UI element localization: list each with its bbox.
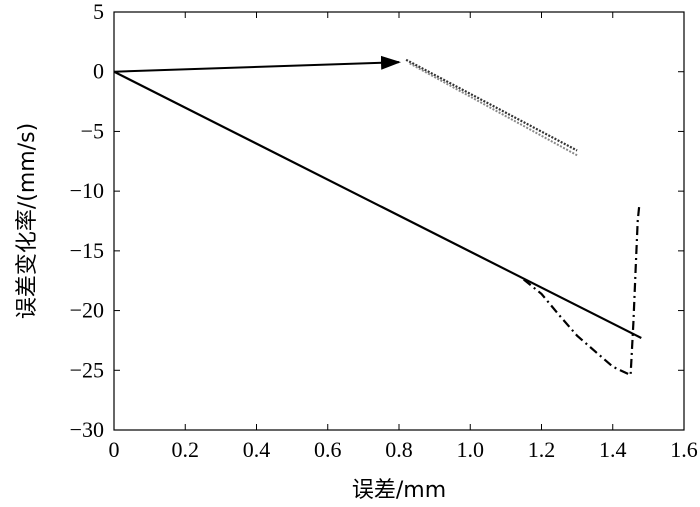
y-axis-title: 误差变化率/(mm/s) (15, 123, 40, 319)
y-tick-label: 5 (93, 0, 104, 24)
x-tick-label: 1.6 (670, 437, 698, 462)
series-dotted-light (409, 62, 578, 157)
plot-area (113, 11, 685, 431)
x-axis-title: 误差/mm (352, 478, 446, 503)
y-axis-ticks: 5 0 −5 −10 −15 −20 −25 −30 (70, 0, 684, 442)
y-tick-label: −25 (70, 357, 104, 382)
x-tick-label: 1.0 (457, 437, 485, 462)
series-solid (113, 70, 642, 339)
arrow-annotation (113, 55, 401, 73)
x-tick-label: 0.6 (314, 437, 342, 462)
y-tick-label: −20 (70, 298, 104, 323)
x-axis-ticks: 0 0.2 0.4 0.6 0.8 1.0 1.2 1.4 1.6 (109, 12, 698, 462)
x-tick-label: 0.2 (172, 437, 200, 462)
x-tick-label: 0.8 (385, 437, 413, 462)
x-tick-label: 1.2 (528, 437, 556, 462)
series-dotted-dark (405, 58, 578, 152)
x-tick-label: 0.4 (243, 437, 271, 462)
series-layer (113, 58, 642, 377)
y-tick-label: −15 (70, 238, 104, 263)
y-tick-label: 0 (93, 59, 104, 84)
x-tick-label: 0 (109, 437, 120, 462)
series-dash-dot (523, 202, 641, 377)
y-tick-label: −30 (70, 417, 104, 442)
y-tick-label: −10 (70, 178, 104, 203)
y-tick-label: −5 (81, 118, 104, 143)
x-tick-label: 1.4 (599, 437, 627, 462)
annotation-layer (113, 55, 401, 73)
